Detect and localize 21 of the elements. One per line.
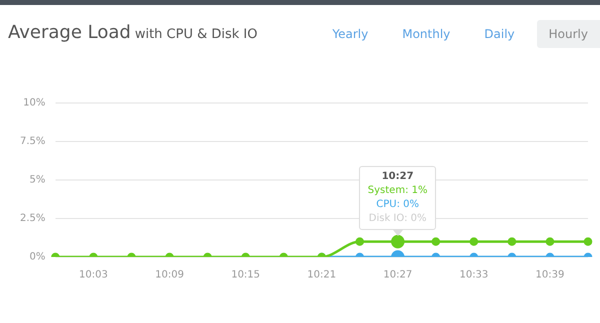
text: Monthly (401, 26, 452, 43)
y-tick-label: 2.5% (20, 213, 46, 224)
x-tick-label: 10:33 (459, 270, 488, 281)
y-tick-label: 5% (30, 174, 46, 186)
chart-title: Average Load (8, 22, 131, 43)
text: Hourly (536, 20, 600, 48)
text: Yearly (331, 26, 370, 43)
x-tick-label: 10:21 (307, 270, 336, 281)
annotation: CPU: 0% (375, 198, 420, 212)
annotation: 10:27 (380, 170, 415, 184)
text: Daily (483, 26, 516, 43)
x-tick-label: 10:03 (79, 270, 108, 281)
x-tick-label: 10:27 (383, 270, 412, 281)
y-tick-label: 7.5% (20, 136, 46, 148)
annotation: System: 1% (368, 184, 428, 198)
x-tick-label: 10:15 (231, 270, 260, 281)
y-tick-label: 10% (23, 98, 46, 109)
x-tick-label: 10:09 (155, 270, 184, 281)
y-tick-label: 0% (30, 252, 46, 263)
chart-subtitle: with CPU & Disk IO (134, 27, 258, 42)
x-tick-label: 10:39 (536, 270, 564, 281)
